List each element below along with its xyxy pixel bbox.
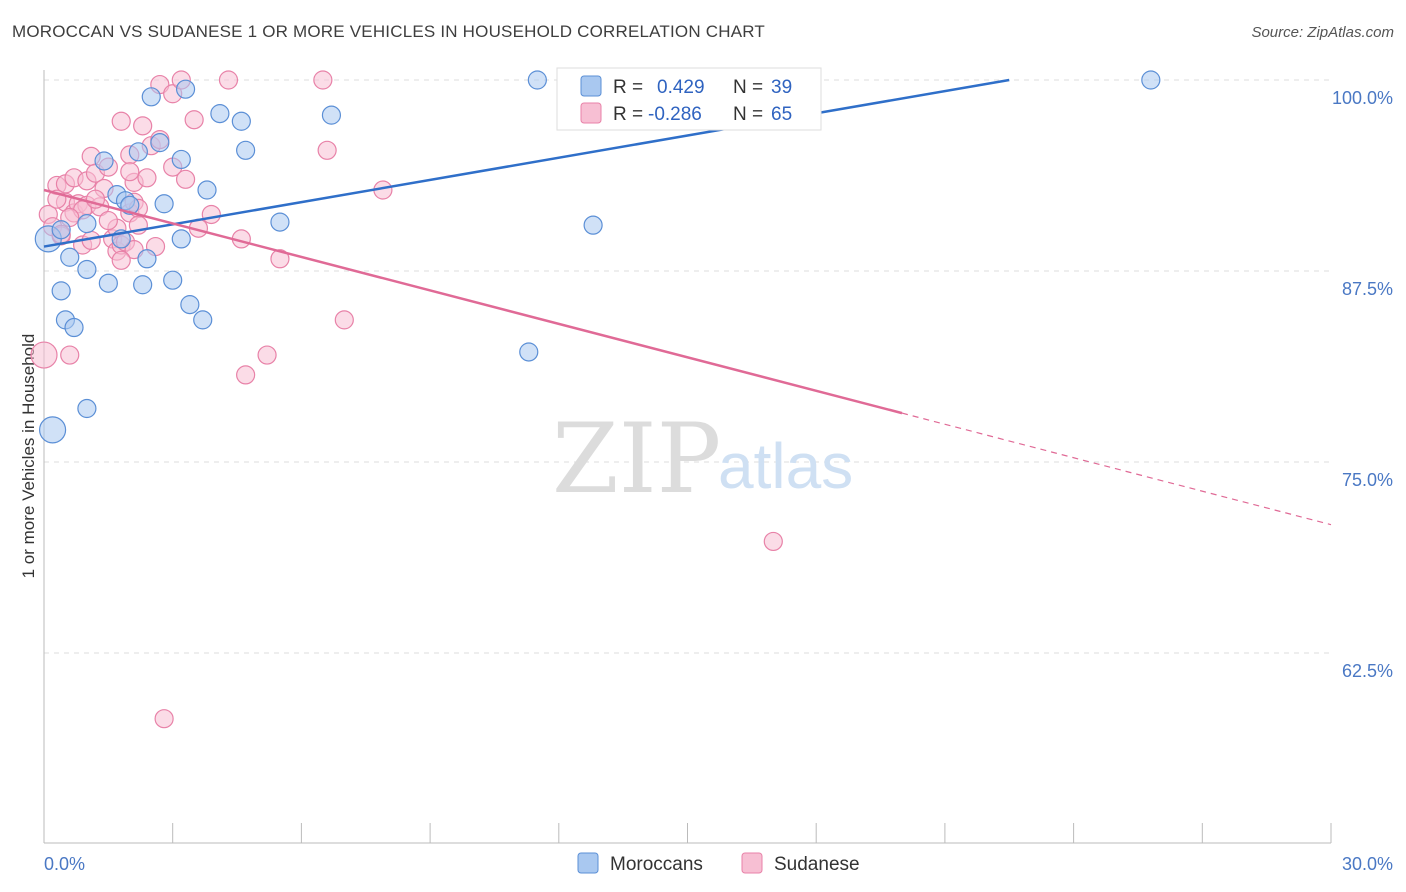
moroccan-point	[64, 317, 84, 338]
sudanese-point	[218, 70, 239, 90]
sudanese-point	[201, 204, 221, 225]
x-tick-max: 30.0%	[1342, 854, 1393, 874]
sudanese-point	[60, 345, 80, 365]
sudanese-point	[98, 210, 118, 231]
moroccan-point	[128, 142, 148, 162]
y-tick-label: 100.0%	[1332, 88, 1393, 108]
moroccan-point	[77, 259, 97, 280]
legend-sudanese-r-value: -0.286	[648, 104, 702, 125]
sudanese-point	[317, 140, 337, 160]
sudanese-point	[133, 116, 153, 136]
moroccan-point	[180, 295, 200, 315]
sudanese-point	[313, 70, 333, 90]
moroccan-point	[231, 111, 251, 131]
moroccan-point	[527, 70, 547, 90]
legend-moroccans-r-value: 0.429	[657, 77, 705, 98]
grid-lines	[44, 79, 1331, 654]
moroccan-point	[51, 281, 71, 301]
y-tick-labels: 100.0% 87.5% 75.0% 62.5%	[1332, 88, 1393, 681]
series-legend-sudanese-label: Sudanese	[774, 854, 860, 875]
moroccan-point	[137, 249, 157, 269]
legend-moroccans-n-label: N =	[733, 77, 763, 98]
moroccan-point	[236, 140, 256, 160]
sudanese-point	[763, 531, 783, 552]
legend-moroccans-r-label: R =	[613, 77, 643, 98]
moroccan-point	[60, 247, 80, 267]
moroccan-point	[171, 229, 191, 249]
sudanese-point	[236, 365, 256, 385]
y-tick-label: 62.5%	[1342, 661, 1393, 681]
x-minor-ticks	[172, 823, 1332, 843]
sudanese-point	[154, 709, 174, 729]
moroccan-point	[197, 180, 217, 200]
moroccan-point	[133, 275, 153, 295]
moroccan-point	[77, 398, 97, 419]
moroccan-point	[120, 195, 140, 215]
legend-sudanese-swatch	[580, 102, 602, 124]
moroccans-trend-line	[43, 78, 1010, 248]
sudanese-trend-line	[43, 188, 903, 415]
sudanese-point	[120, 162, 140, 182]
sudanese-point	[111, 250, 131, 270]
y-axis-label: 1 or more Vehicles in Household	[19, 334, 38, 579]
moroccan-point	[154, 194, 174, 214]
sudanese-point	[184, 110, 204, 130]
sudanese-point	[270, 249, 290, 269]
moroccan-point	[163, 270, 183, 290]
moroccan-point	[77, 214, 97, 234]
legend-moroccans-n-value: 39	[771, 77, 792, 98]
moroccan-point	[175, 79, 196, 99]
sudanese-point	[111, 111, 131, 131]
y-tick-label: 87.5%	[1342, 279, 1393, 299]
moroccan-point	[98, 273, 118, 293]
series-legend-moroccans-label: Moroccans	[610, 854, 703, 875]
legend-moroccans-swatch	[580, 75, 602, 97]
watermark-atlas: atlas	[718, 430, 853, 502]
y-tick-label: 75.0%	[1342, 470, 1393, 490]
series-legend-sudanese-swatch	[741, 852, 763, 874]
moroccan-point	[171, 149, 191, 170]
legend-sudanese-r-label: R =	[613, 104, 643, 125]
moroccan-point	[519, 342, 539, 362]
watermark-zip: ZIP	[552, 403, 721, 515]
sudanese-point	[257, 345, 277, 365]
chart-title: MOROCCAN VS SUDANESE 1 OR MORE VEHICLES …	[12, 22, 765, 41]
legend-sudanese-n-label: N =	[733, 104, 763, 125]
moroccan-point	[583, 215, 603, 235]
sudanese-point	[334, 310, 354, 330]
moroccan-point	[141, 87, 161, 107]
moroccan-point	[51, 220, 71, 240]
source-credit: Source: ZipAtlas.com	[1251, 24, 1394, 41]
moroccan-point	[38, 416, 67, 444]
series-legend-moroccans-swatch	[577, 852, 599, 874]
x-tick-min: 0.0%	[44, 854, 85, 874]
sudanese-points	[30, 70, 783, 729]
moroccan-point	[210, 104, 230, 124]
moroccan-point	[193, 310, 213, 330]
sudanese-point	[137, 168, 157, 188]
moroccan-points	[34, 70, 1161, 444]
trend-lines	[43, 78, 1332, 526]
moroccan-point	[1141, 70, 1161, 90]
moroccan-point	[270, 212, 290, 232]
moroccan-point	[150, 133, 170, 153]
sudanese-trend-extension	[901, 412, 1332, 526]
moroccan-point	[321, 105, 342, 125]
sudanese-point	[175, 169, 196, 189]
legend-sudanese-n-value: 65	[771, 104, 792, 125]
sudanese-point	[30, 341, 58, 369]
stats-legend: R = 0.429 N = 39 R = -0.286 N = 65	[556, 67, 822, 131]
series-legend: Moroccans Sudanese	[577, 852, 860, 875]
moroccan-point	[94, 151, 114, 171]
